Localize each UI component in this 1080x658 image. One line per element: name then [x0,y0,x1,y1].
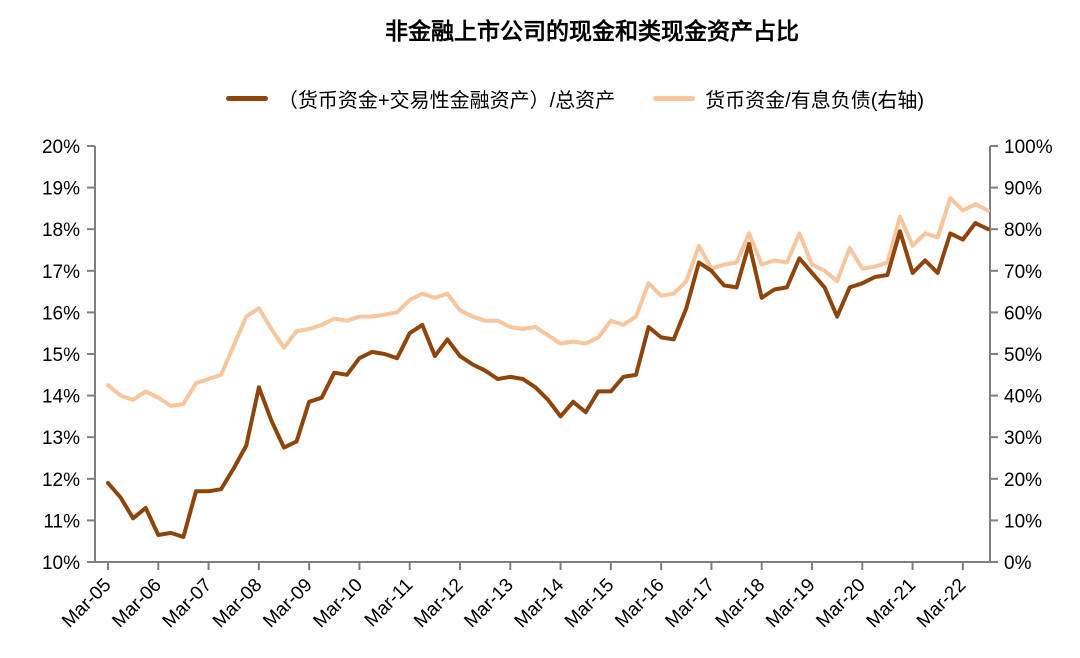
legend-line-swatch-dark [225,96,268,101]
y-axis-right-label: 60% [1004,303,1042,324]
y-axis-left-label: 15% [42,345,80,366]
x-axis-label: Mar-22 [913,575,970,632]
y-axis-left-label: 11% [43,511,80,532]
y-axis-left-label: 12% [42,470,80,491]
y-axis-right-label: 40% [1004,387,1042,408]
y-axis-right-label: 20% [1004,470,1042,491]
x-axis-label: Mar-08 [209,575,266,632]
y-axis-left-label: 18% [42,220,80,241]
x-axis-label: Mar-12 [410,575,467,632]
y-axis-left-label: 20% [42,137,80,158]
y-axis-left-label: 10% [42,553,80,574]
x-axis-label: Mar-10 [310,575,367,632]
legend-label: 货币资金/有息负债(右轴) [705,90,925,112]
y-axis-right-label: 10% [1004,511,1042,532]
y-axis-left-label: 19% [42,179,80,200]
y-axis-right-label: 80% [1004,220,1042,241]
y-axis-right-label: 70% [1004,262,1042,283]
x-axis-label: Mar-14 [511,574,569,632]
x-axis-label: Mar-18 [712,575,769,632]
x-axis-label: Mar-16 [611,575,668,632]
x-axis-label: Mar-07 [159,575,216,632]
y-axis-right-label: 0% [1004,553,1032,574]
legend-item-cash-to-assets: （货币资金+交易性金融资产）/总资产 [225,84,616,113]
x-axis-label: Mar-19 [762,575,819,632]
y-axis-right-label: 50% [1004,345,1042,366]
page-title: 非金融上市公司的现金和类现金资产占比 [385,18,799,44]
x-axis-label: Mar-17 [662,575,719,632]
x-axis-label: Mar-05 [58,575,115,632]
x-axis-label: Mar-11 [361,575,417,631]
y-axis-right-label: 30% [1004,428,1042,449]
y-axis-left-label: 14% [42,387,80,408]
legend-line-swatch-light [653,96,696,101]
y-axis-left-label: 13% [42,428,80,449]
x-axis-label: Mar-09 [259,575,316,632]
series-line-1 [106,196,990,408]
y-axis-right-label: 90% [1004,179,1042,200]
x-axis-label: Mar-15 [561,575,618,632]
legend-item-cash-to-debt: 货币资金/有息负债(右轴) [653,84,924,113]
series-line-0 [106,221,990,539]
x-axis-label: Mar-20 [812,575,869,632]
y-axis-right-label: 100% [1004,137,1053,158]
y-axis-left-label: 16% [42,303,80,324]
x-axis-label: Mar-13 [460,575,517,632]
x-axis-label: Mar-21 [863,575,920,632]
x-axis-label: Mar-06 [108,575,165,632]
legend-label: （货币资金+交易性金融资产）/总资产 [277,90,616,112]
legend: （货币资金+交易性金融资产）/总资产 货币资金/有息负债(右轴) [0,84,1080,113]
y-axis-left-label: 17% [42,262,80,283]
